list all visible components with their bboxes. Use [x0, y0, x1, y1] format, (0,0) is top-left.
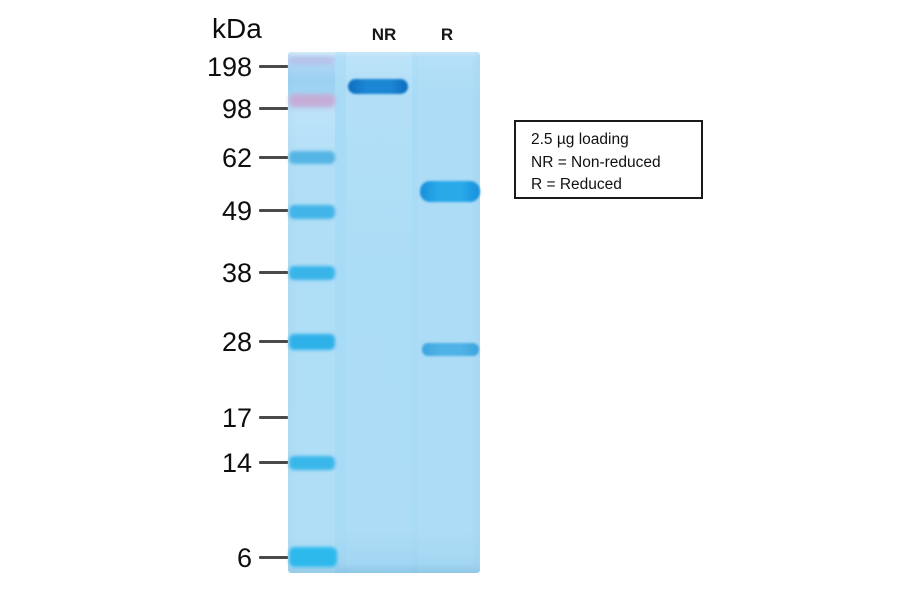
marker-label-6: 6	[236, 543, 252, 573]
ladder-band-98	[289, 94, 335, 107]
lane-label-nr: NR	[371, 25, 397, 44]
unit-label: kDa	[212, 13, 262, 44]
legend-box: 2.5 µg loading NR = Non-reduced R = Redu…	[514, 120, 703, 199]
ladder-band-38	[289, 266, 335, 280]
lane-label-r: R	[440, 25, 454, 44]
marker-label-14: 14	[221, 448, 252, 478]
marker-tick-17	[259, 416, 288, 419]
marker-tick-38	[259, 271, 288, 274]
legend-line-loading: 2.5 µg loading	[531, 131, 629, 148]
marker-tick-14	[259, 461, 288, 464]
marker-label-62: 62	[221, 143, 252, 173]
marker-label-49: 49	[221, 196, 252, 226]
marker-label-38: 38	[221, 258, 252, 288]
marker-label-17: 17	[221, 403, 252, 433]
ladder-band-198	[290, 57, 334, 65]
nr-lane	[346, 52, 412, 573]
ladder-band-6	[289, 547, 337, 567]
marker-label-198: 198	[206, 52, 252, 82]
gel-image	[288, 52, 480, 573]
protein-band-r-2	[422, 343, 479, 356]
marker-label-98: 98	[221, 94, 252, 124]
ladder-band-14	[289, 456, 335, 470]
ladder-lane	[288, 52, 335, 573]
marker-tick-98	[259, 107, 288, 110]
ladder-band-28	[289, 334, 335, 350]
ladder-band-49	[289, 205, 335, 219]
protein-band-nr-0	[348, 79, 408, 94]
legend-line-r: R = Reduced	[531, 176, 622, 193]
marker-tick-49	[259, 209, 288, 212]
marker-tick-28	[259, 340, 288, 343]
legend-line-nr: NR = Non-reduced	[531, 153, 661, 171]
marker-label-28: 28	[221, 327, 252, 357]
protein-band-r-1	[420, 181, 480, 202]
ladder-band-62	[289, 151, 335, 164]
marker-tick-6	[259, 556, 288, 559]
marker-tick-198	[259, 65, 288, 68]
r-lane	[418, 52, 480, 573]
marker-tick-62	[259, 156, 288, 159]
